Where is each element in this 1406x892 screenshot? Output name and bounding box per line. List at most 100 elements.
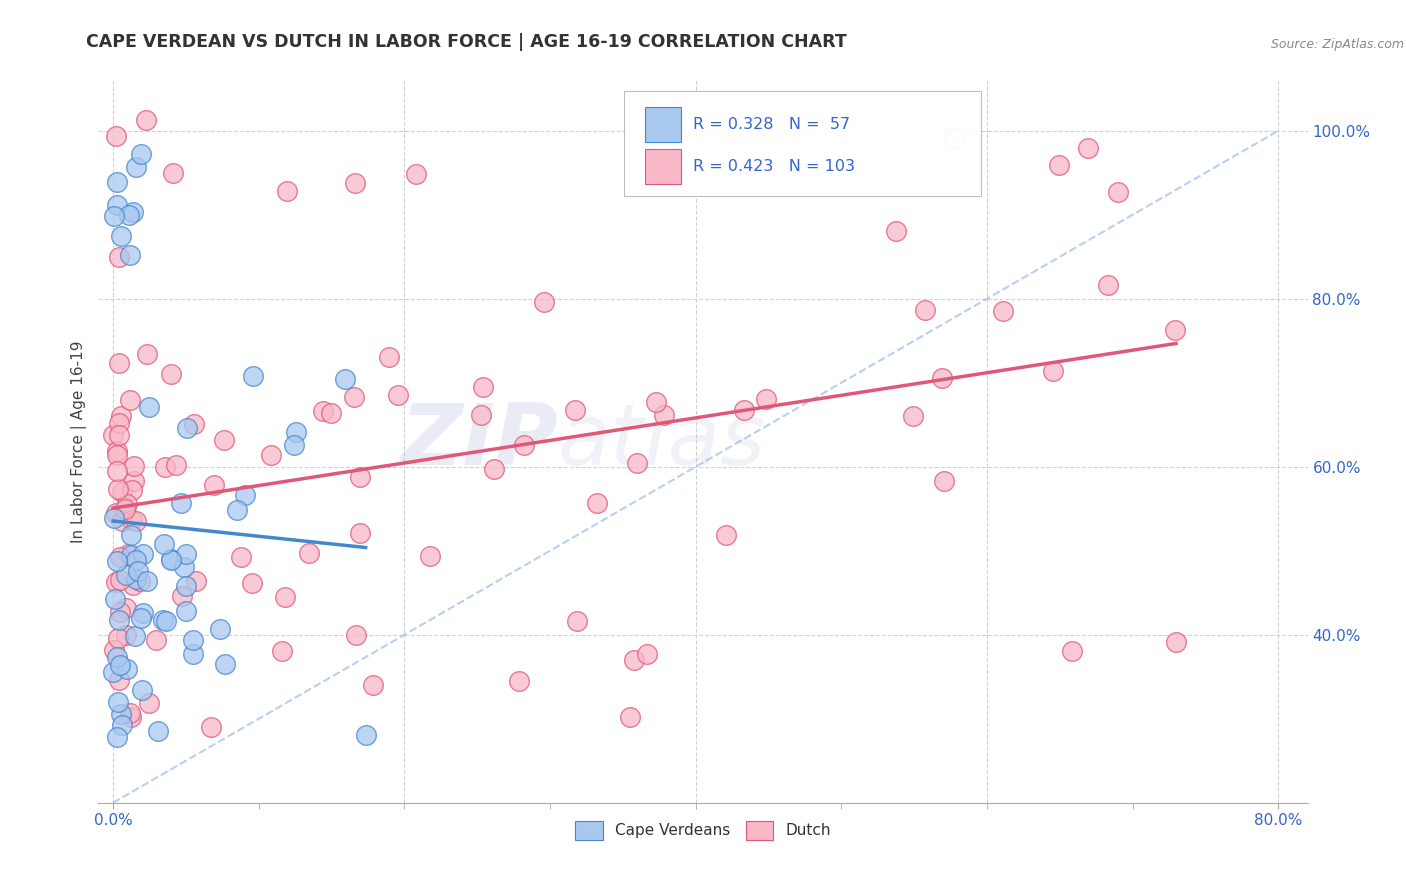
Point [115, 628, 138, 642]
Point [165, 458, 187, 473]
Point [108, 356, 131, 370]
Point [482, 462, 505, 476]
Point [160, 368, 183, 382]
Point [120, 392, 142, 407]
Point [174, 604, 197, 618]
Point [107, 483, 129, 497]
Point [716, 528, 738, 542]
Point [274, 591, 297, 605]
Point [419, 549, 441, 564]
Point [240, 576, 263, 591]
Point [173, 559, 195, 574]
Point [120, 706, 142, 720]
Point [117, 497, 139, 511]
Point [931, 371, 953, 385]
Point [884, 224, 907, 238]
Point [637, 647, 659, 661]
Point [104, 592, 127, 607]
Point [1097, 277, 1119, 292]
Point [214, 657, 236, 671]
Point [260, 448, 283, 462]
Point [125, 572, 148, 586]
Point [733, 403, 755, 417]
Point [349, 470, 371, 484]
Point [108, 673, 131, 687]
Point [107, 731, 129, 745]
Point [120, 548, 142, 562]
Point [127, 564, 149, 578]
Point [225, 502, 247, 516]
Point [108, 605, 131, 619]
Point [155, 614, 177, 628]
Point [105, 175, 128, 189]
Point [105, 129, 128, 144]
Point [312, 404, 335, 418]
Point [146, 723, 169, 738]
Point [110, 706, 132, 721]
Point [344, 177, 367, 191]
Point [1164, 324, 1187, 338]
Point [229, 550, 252, 565]
Point [349, 526, 371, 541]
Point [105, 448, 128, 462]
Point [114, 568, 136, 582]
FancyBboxPatch shape [624, 91, 981, 196]
Point [101, 428, 124, 442]
Point [298, 546, 321, 560]
Point [1164, 634, 1187, 648]
Point [115, 601, 138, 615]
Point [110, 409, 132, 423]
Point [1042, 364, 1064, 378]
Point [174, 548, 197, 562]
Point [132, 547, 155, 561]
Point [344, 628, 367, 642]
Point [405, 167, 427, 181]
Text: R = 0.423   N = 103: R = 0.423 N = 103 [693, 159, 855, 174]
Point [508, 673, 530, 688]
Point [111, 484, 134, 499]
Point [131, 682, 153, 697]
Legend: Cape Verdeans, Dutch: Cape Verdeans, Dutch [569, 815, 837, 846]
Point [120, 710, 142, 724]
Point [118, 248, 141, 262]
Point [343, 390, 366, 404]
Point [105, 554, 128, 568]
Point [665, 154, 688, 169]
Point [132, 607, 155, 621]
Point [101, 665, 124, 680]
Point [162, 165, 184, 179]
Text: ZIP: ZIP [401, 400, 558, 483]
Point [108, 550, 131, 565]
Point [136, 347, 159, 361]
Point [183, 417, 205, 432]
Point [333, 372, 356, 386]
Point [124, 459, 146, 474]
Point [108, 657, 131, 672]
Point [174, 579, 197, 593]
Point [129, 610, 152, 624]
Point [652, 409, 675, 423]
Point [138, 400, 160, 414]
Point [208, 622, 231, 636]
Point [105, 464, 128, 478]
Point [176, 421, 198, 435]
Point [991, 303, 1014, 318]
Bar [645, 107, 682, 142]
Point [135, 113, 157, 128]
Point [107, 695, 129, 709]
Point [114, 501, 136, 516]
Point [471, 380, 494, 394]
Point [564, 403, 586, 417]
Point [107, 444, 129, 458]
Point [152, 613, 174, 627]
Point [181, 632, 204, 647]
Point [619, 710, 641, 724]
Point [138, 696, 160, 710]
Point [755, 392, 778, 406]
Point [170, 589, 193, 603]
Point [153, 537, 176, 551]
Point [110, 514, 132, 528]
Bar [645, 149, 682, 184]
Point [387, 388, 409, 402]
Point [276, 184, 298, 198]
